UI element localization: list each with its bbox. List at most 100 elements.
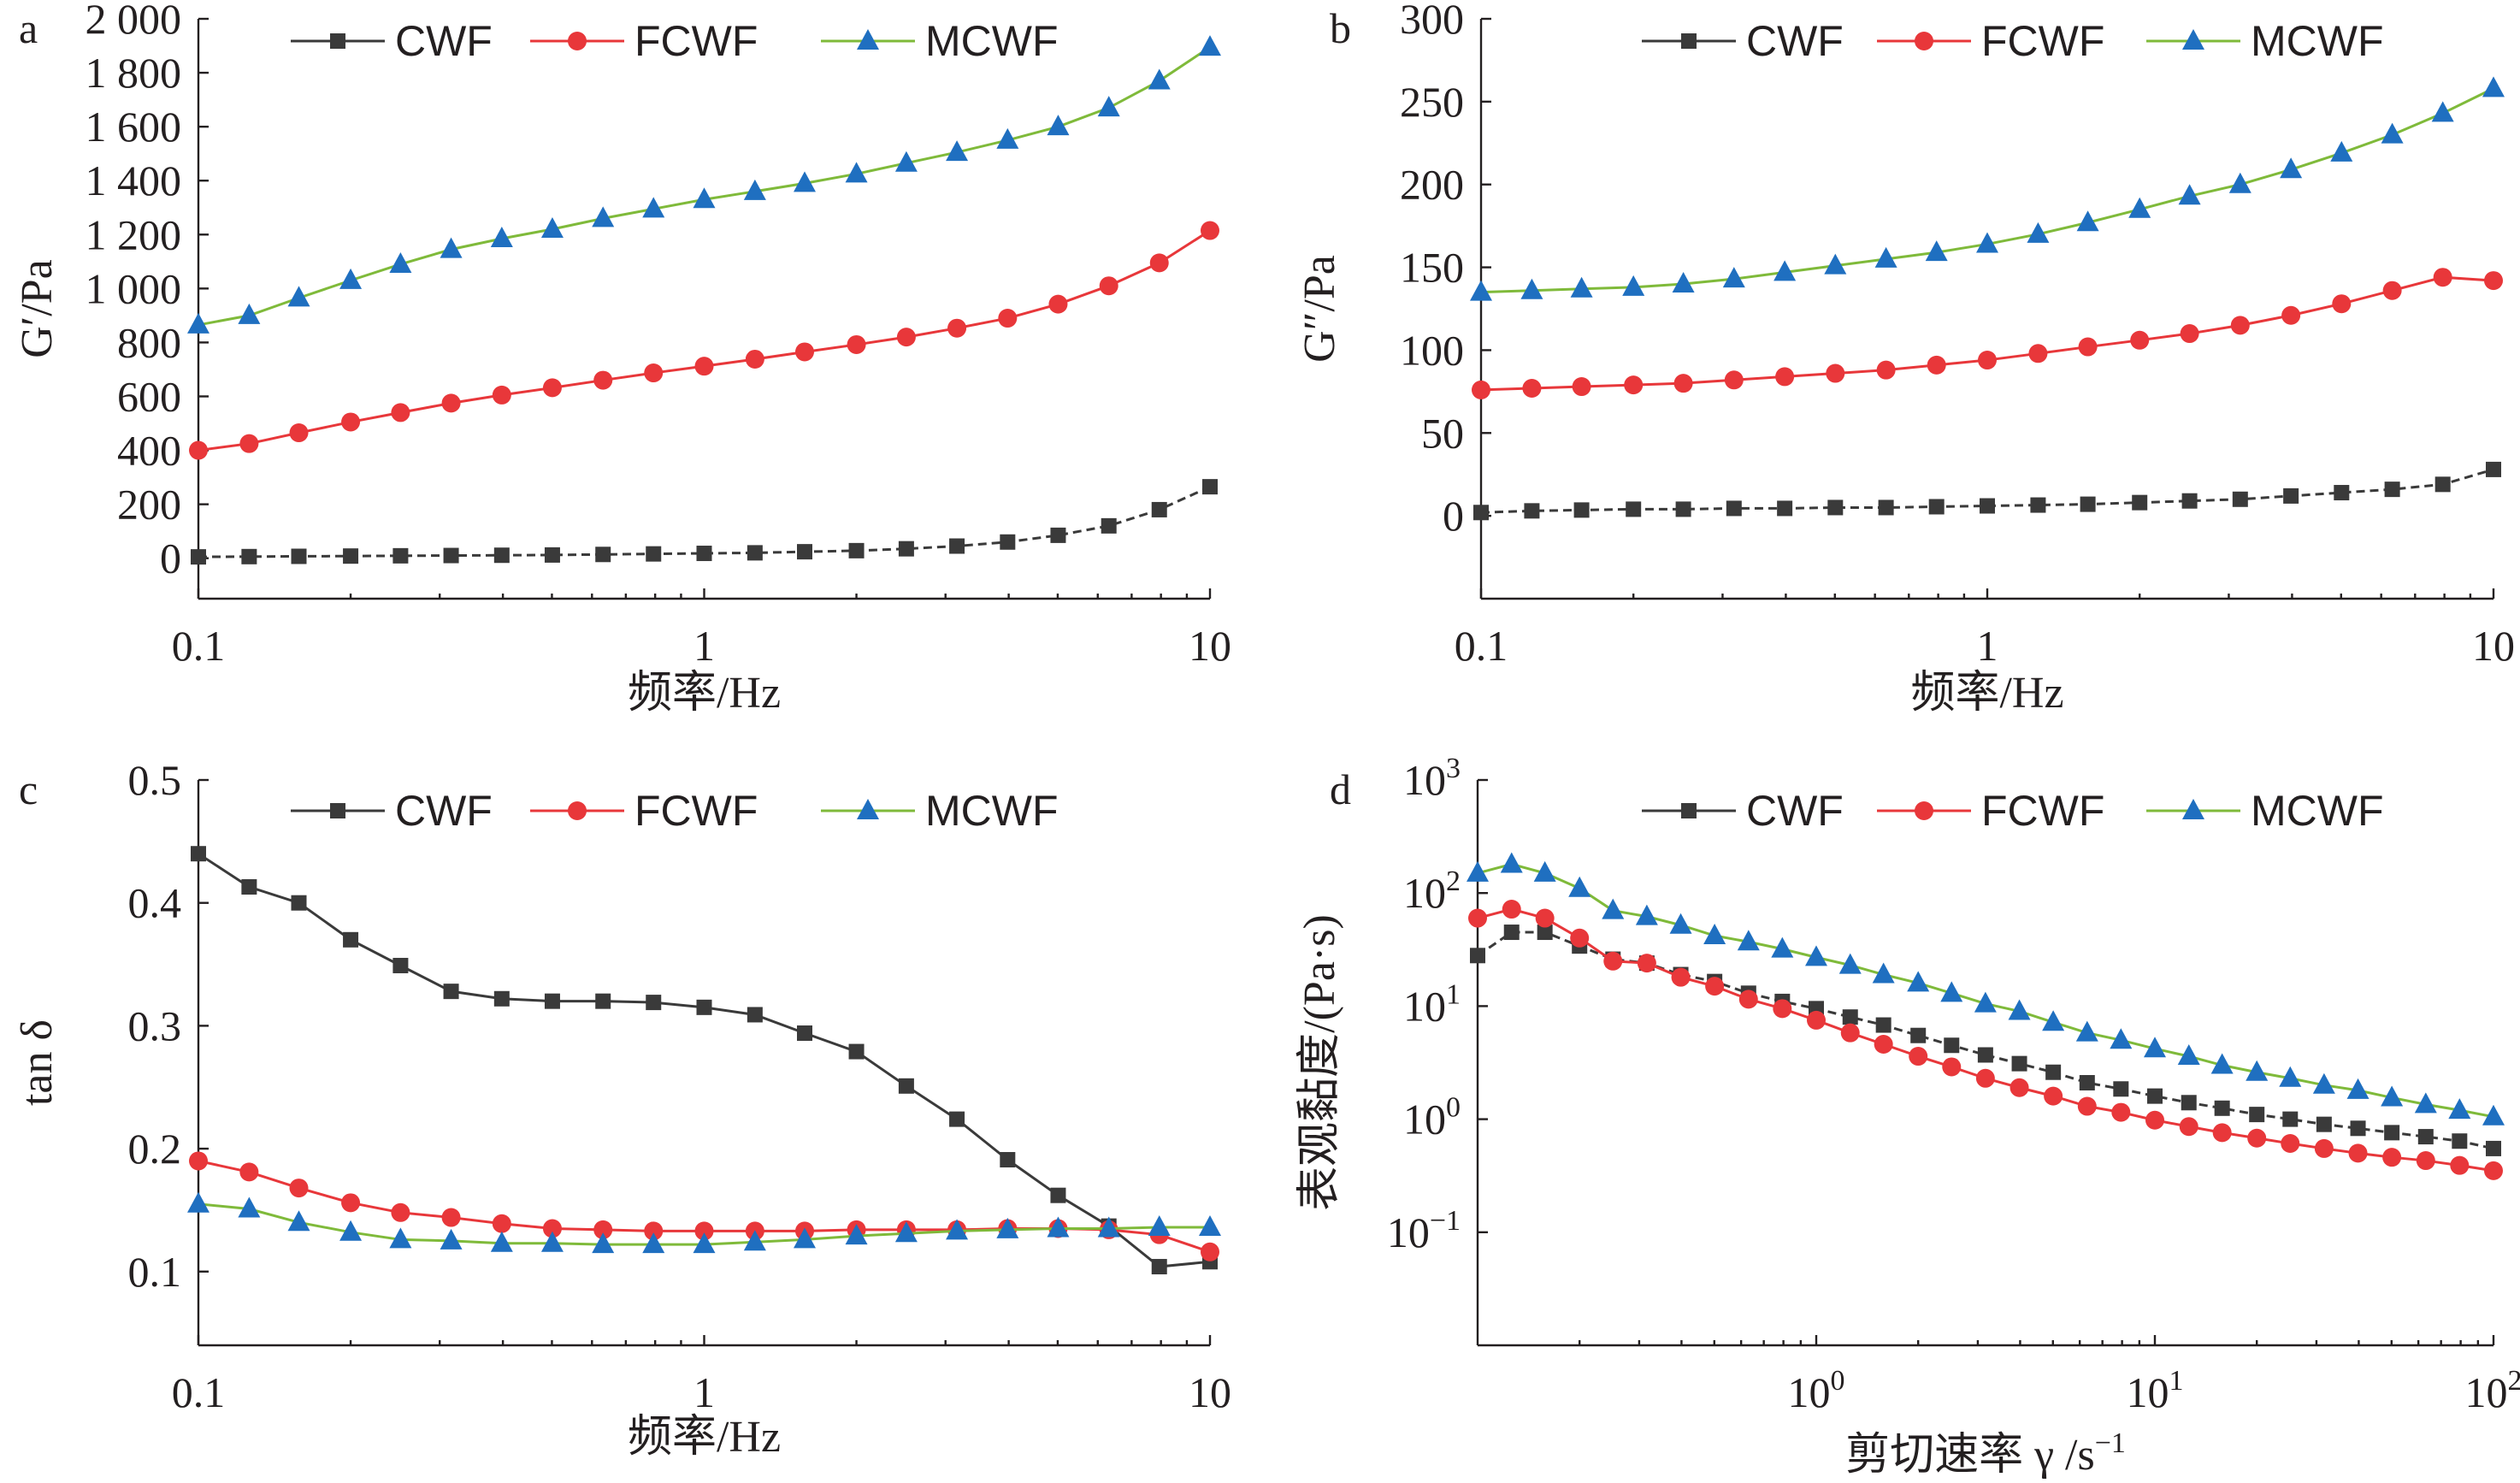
data-point bbox=[694, 1221, 714, 1241]
data-point bbox=[1570, 276, 1593, 298]
data-point bbox=[2314, 1138, 2334, 1158]
y-tick-label: 1 600 bbox=[86, 103, 182, 151]
y-tick-label: 0 bbox=[1443, 492, 1464, 540]
data-point bbox=[2381, 122, 2404, 144]
data-point bbox=[1673, 374, 1693, 393]
data-point bbox=[1726, 500, 1742, 517]
data-point bbox=[2144, 1037, 2166, 1058]
data-point bbox=[1626, 501, 1642, 517]
legend-marker bbox=[1915, 801, 1933, 820]
data-point bbox=[1675, 501, 1691, 517]
data-point bbox=[2130, 330, 2150, 350]
data-point bbox=[646, 995, 662, 1011]
series-mcwf bbox=[187, 1191, 1221, 1254]
data-point bbox=[2431, 101, 2454, 122]
data-point bbox=[391, 403, 410, 422]
data-point bbox=[2281, 305, 2301, 325]
data-point bbox=[1672, 271, 1695, 292]
data-point bbox=[2210, 1053, 2234, 1074]
legend-item-fcwf: FCWF bbox=[1877, 787, 2104, 835]
data-point bbox=[441, 1208, 461, 1227]
series-fcwf bbox=[1472, 268, 2503, 399]
data-point bbox=[239, 1162, 259, 1182]
y-tick-label: 300 bbox=[1400, 0, 1464, 43]
data-point bbox=[1572, 377, 1591, 397]
x-tick-label: 10 bbox=[1189, 1368, 1231, 1416]
panel-b: b 0 50 100 150 200 250 300 0.1 1 10 频率/Hz G″/Pa CWF FC… bbox=[1295, 0, 2515, 718]
data-point bbox=[2232, 491, 2248, 507]
data-point bbox=[389, 1227, 412, 1249]
data-point bbox=[2075, 1020, 2098, 1042]
legend-item-mcwf: MCWF bbox=[821, 787, 1059, 835]
panel-d: d 103 102 101 100 10−1 100 101 102 剪切速率 γ /s−1 表观黏… bbox=[1295, 753, 2520, 1480]
data-point bbox=[2179, 1117, 2198, 1137]
data-point bbox=[1842, 1009, 1858, 1025]
data-point bbox=[1775, 367, 1795, 387]
legend-label: FCWF bbox=[1981, 787, 2104, 835]
x-tick-label: 0.1 bbox=[1455, 622, 1508, 670]
data-point bbox=[646, 546, 662, 562]
data-point bbox=[2247, 1128, 2267, 1148]
y-tick-label: 200 bbox=[1400, 161, 1464, 209]
data-point bbox=[2044, 1086, 2063, 1106]
series-cwf bbox=[1470, 925, 2501, 1156]
data-point bbox=[996, 1217, 1019, 1238]
data-point bbox=[2433, 268, 2452, 287]
data-point bbox=[1909, 1047, 1928, 1066]
legend-label: CWF bbox=[395, 787, 493, 835]
series-mcwf bbox=[1467, 852, 2505, 1126]
x-axis-label-exponent: −1 bbox=[2095, 1427, 2126, 1459]
data-point bbox=[2448, 1098, 2471, 1120]
data-point bbox=[1199, 35, 1221, 56]
data-point bbox=[1940, 981, 1963, 1002]
legend-item-cwf: CWF bbox=[291, 17, 493, 65]
data-point bbox=[187, 312, 210, 334]
data-point bbox=[1047, 115, 1070, 136]
data-point bbox=[1824, 253, 1847, 275]
data-point bbox=[848, 542, 865, 558]
data-point bbox=[1467, 860, 1489, 882]
data-point bbox=[743, 1230, 766, 1251]
data-point bbox=[492, 385, 511, 405]
legend-item-mcwf: MCWF bbox=[821, 17, 1059, 65]
data-point bbox=[392, 547, 409, 564]
data-point bbox=[1907, 971, 1930, 992]
data-point bbox=[847, 334, 866, 354]
data-point bbox=[2113, 1081, 2129, 1097]
data-point bbox=[2214, 1100, 2230, 1116]
data-point bbox=[2416, 1151, 2435, 1171]
data-point bbox=[794, 171, 817, 192]
data-point bbox=[2080, 496, 2096, 512]
data-point bbox=[241, 548, 257, 564]
data-point bbox=[1777, 500, 1793, 517]
data-point bbox=[1826, 363, 1845, 383]
data-point bbox=[1149, 253, 1169, 273]
panel-label: d bbox=[1330, 765, 1351, 813]
data-point bbox=[2482, 1104, 2505, 1126]
data-point bbox=[1807, 1010, 1826, 1030]
data-point bbox=[696, 999, 712, 1015]
data-point bbox=[1151, 501, 1167, 517]
data-point bbox=[1738, 990, 1758, 1009]
y-tick-label: 2 000 bbox=[86, 0, 182, 43]
data-point bbox=[894, 151, 918, 172]
data-point bbox=[1737, 930, 1760, 951]
data-point bbox=[191, 549, 206, 565]
y-tick-label: 1 200 bbox=[86, 210, 182, 258]
data-point bbox=[2334, 485, 2350, 501]
legend-item-mcwf: MCWF bbox=[2146, 17, 2384, 65]
data-point bbox=[946, 1219, 969, 1240]
data-point bbox=[2382, 281, 2402, 300]
data-point bbox=[592, 1232, 615, 1254]
data-point bbox=[595, 547, 611, 563]
data-point bbox=[2110, 1028, 2133, 1049]
data-point bbox=[2384, 1125, 2400, 1141]
data-point bbox=[1878, 499, 1894, 516]
data-point bbox=[339, 1220, 363, 1241]
y-tick-label: 0.1 bbox=[128, 1248, 182, 1296]
data-point bbox=[2181, 493, 2198, 509]
data-point bbox=[343, 548, 359, 564]
panel-c: c 0.1 0.2 0.3 0.4 0.5 0.1 1 10 频率/Hz tan δ CWF FCWF M… bbox=[13, 756, 1231, 1462]
data-point bbox=[2008, 999, 2031, 1020]
